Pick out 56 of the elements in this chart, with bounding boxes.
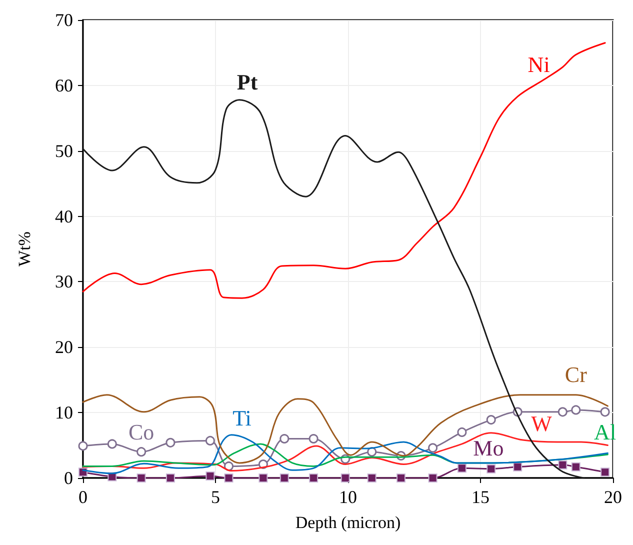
x-tick-label: 10 [339, 487, 357, 507]
y-tick-label: 60 [55, 75, 73, 96]
point [367, 474, 376, 482]
point [136, 474, 146, 482]
x-tick-label: 20 [604, 487, 622, 507]
x-tick-label: 15 [472, 487, 490, 507]
point [224, 461, 234, 471]
x-tick-label: 5 [211, 487, 220, 507]
point [457, 427, 467, 437]
y-tick-label: 50 [55, 140, 73, 161]
point [428, 443, 438, 453]
point [107, 439, 117, 449]
point [513, 462, 522, 472]
y-tick-label: 30 [55, 272, 73, 292]
series-label: W [531, 411, 552, 436]
point [258, 474, 268, 482]
series-label: Pt [236, 70, 258, 95]
y-tick-label: 10 [55, 402, 73, 423]
point [308, 434, 318, 444]
series-label: Mo [473, 435, 504, 460]
y-tick-label: 40 [55, 206, 73, 226]
series-label: Ti [232, 405, 252, 430]
point [340, 474, 350, 482]
point [309, 474, 318, 482]
point [428, 474, 438, 482]
point [600, 407, 610, 417]
series-label: Co [128, 420, 154, 445]
point [486, 464, 496, 474]
point [136, 447, 146, 457]
point [457, 464, 466, 473]
point [486, 415, 496, 425]
point [280, 434, 290, 444]
point [396, 474, 406, 482]
point [224, 474, 234, 482]
y-tick-label: 70 [55, 10, 73, 30]
y-tick-label: 0 [64, 468, 73, 488]
point [78, 441, 88, 451]
point [571, 462, 580, 472]
point [367, 447, 377, 457]
point [571, 405, 581, 415]
point [558, 407, 568, 417]
line-series [82, 99, 585, 479]
point [600, 468, 610, 477]
x-tick-label: 0 [78, 487, 88, 507]
point [280, 474, 289, 482]
line-series [82, 42, 606, 299]
point [166, 438, 176, 448]
point [205, 436, 215, 446]
x-axis-title: Depth (micron) [295, 513, 401, 532]
y-tick-label: 20 [55, 337, 73, 358]
series-label: Cr [564, 362, 588, 388]
y-axis-title: Wt% [15, 232, 34, 266]
point [166, 474, 175, 482]
point [206, 472, 215, 481]
point [558, 460, 568, 470]
series-label: Ni [528, 52, 550, 77]
